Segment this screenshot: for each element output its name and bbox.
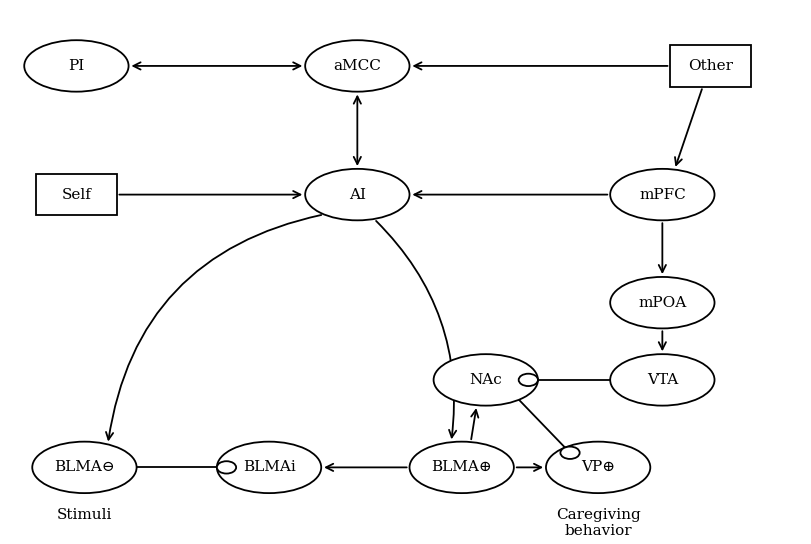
Ellipse shape <box>610 277 714 329</box>
Ellipse shape <box>434 354 538 406</box>
Circle shape <box>519 374 538 386</box>
Ellipse shape <box>410 442 514 493</box>
Ellipse shape <box>546 442 650 493</box>
Text: AI: AI <box>349 188 366 202</box>
Text: mPFC: mPFC <box>639 188 686 202</box>
Text: mPOA: mPOA <box>638 296 686 310</box>
Text: VP⊕: VP⊕ <box>581 460 615 474</box>
Circle shape <box>560 447 580 459</box>
Text: BLMAi: BLMAi <box>242 460 295 474</box>
Text: aMCC: aMCC <box>333 59 381 73</box>
Text: Caregiving
behavior: Caregiving behavior <box>556 508 641 537</box>
Circle shape <box>217 461 236 474</box>
Ellipse shape <box>217 442 321 493</box>
FancyBboxPatch shape <box>36 174 117 215</box>
Ellipse shape <box>305 40 410 91</box>
Text: PI: PI <box>68 59 84 73</box>
Ellipse shape <box>305 169 410 220</box>
Ellipse shape <box>24 40 129 91</box>
Text: NAc: NAc <box>470 373 502 387</box>
Ellipse shape <box>610 169 714 220</box>
FancyBboxPatch shape <box>671 45 751 86</box>
Text: BLMA⊕: BLMA⊕ <box>431 460 492 474</box>
Text: Stimuli: Stimuli <box>57 508 112 522</box>
Ellipse shape <box>610 354 714 406</box>
Text: BLMA⊖: BLMA⊖ <box>54 460 114 474</box>
Text: VTA: VTA <box>646 373 678 387</box>
Text: Self: Self <box>62 188 92 202</box>
Ellipse shape <box>32 442 136 493</box>
Text: Other: Other <box>688 59 733 73</box>
